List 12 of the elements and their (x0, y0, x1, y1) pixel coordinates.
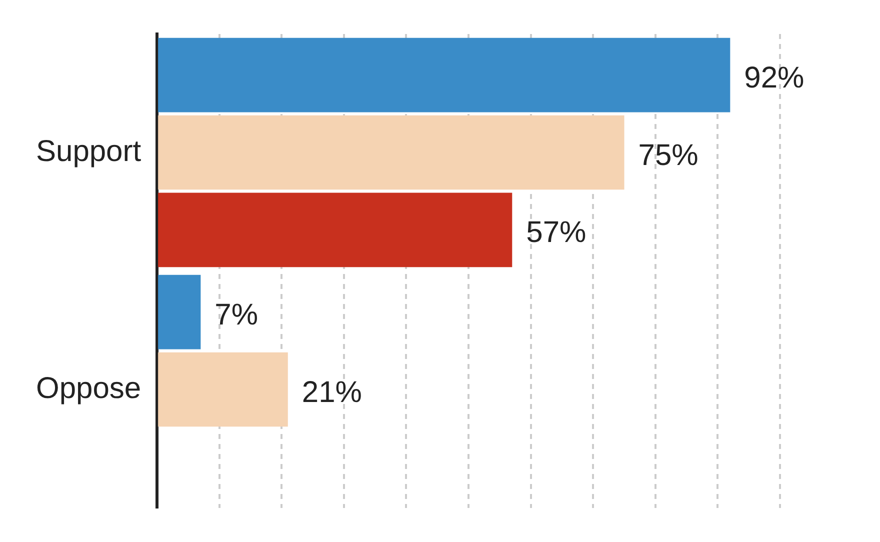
bar (158, 192, 512, 268)
bar (158, 38, 730, 112)
data-label: 21% (302, 376, 362, 409)
bar (158, 115, 624, 190)
data-label: 57% (526, 216, 586, 250)
y-tick-label: Support (36, 134, 142, 168)
data-label: 92% (744, 61, 804, 94)
data-label: 75% (638, 138, 698, 172)
y-tick-label: Oppose (36, 372, 142, 405)
bar (158, 274, 201, 350)
bar (158, 352, 288, 427)
data-label: 7% (214, 298, 258, 332)
